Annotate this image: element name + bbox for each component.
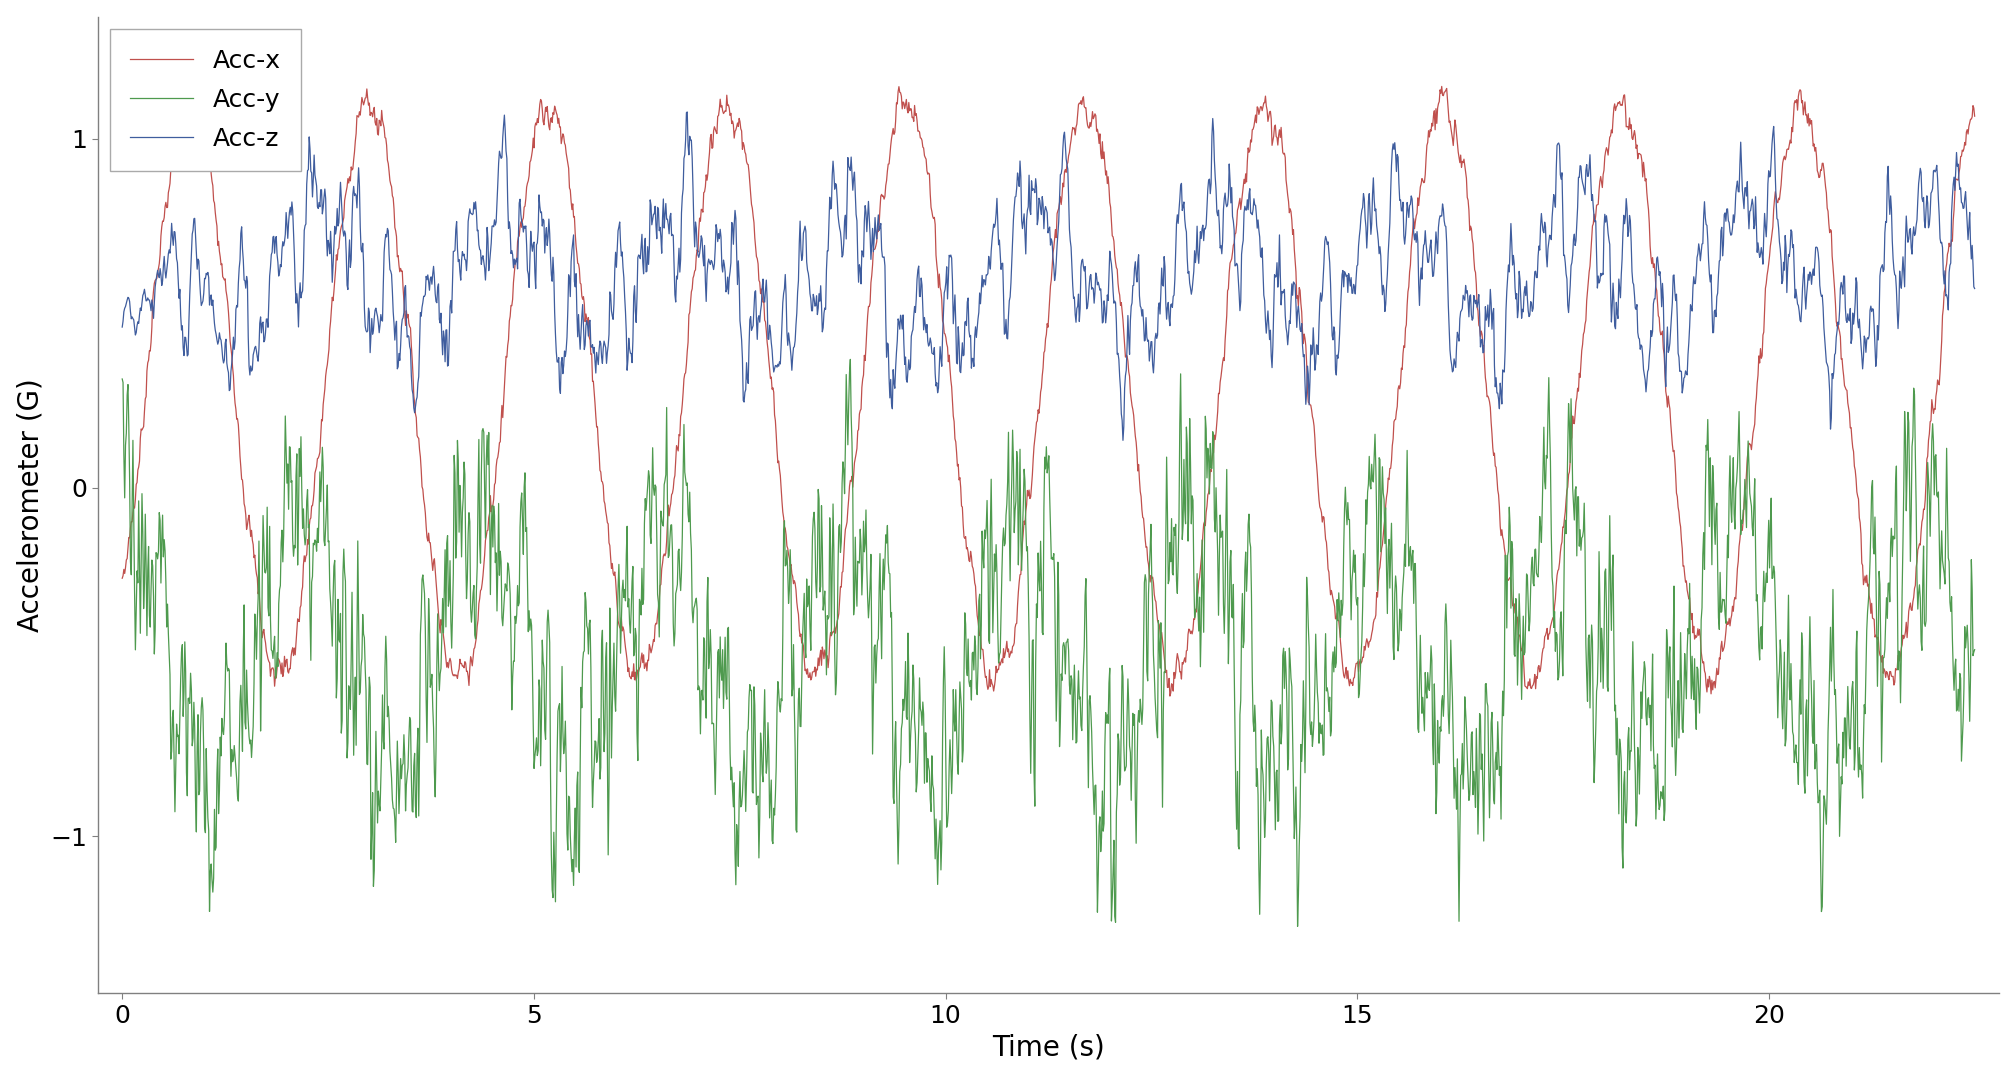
Line: Acc-y: Acc-y	[123, 359, 1974, 926]
Legend: Acc-x, Acc-y, Acc-z: Acc-x, Acc-y, Acc-z	[111, 29, 300, 171]
Acc-y	[1286, 920, 1310, 932]
Acc-y	[839, 353, 863, 365]
Acc-z	[1663, 285, 1687, 298]
Acc-y	[1165, 586, 1189, 599]
Acc-x	[1962, 110, 1986, 123]
Acc-z	[1706, 287, 1730, 300]
Acc-y	[1663, 734, 1687, 747]
Acc-y	[1708, 566, 1732, 579]
X-axis label: Time (s): Time (s)	[992, 1034, 1105, 1062]
Acc-x	[1157, 690, 1181, 703]
Acc-z	[111, 320, 135, 333]
Acc-y	[1962, 644, 1986, 657]
Acc-y	[1012, 462, 1036, 475]
Acc-z	[1111, 433, 1135, 446]
Acc-x	[1663, 453, 1687, 466]
Acc-z	[1165, 217, 1189, 230]
Line: Acc-x: Acc-x	[123, 86, 1974, 696]
Acc-y	[1447, 829, 1472, 842]
Acc-z	[1012, 207, 1036, 220]
Acc-z	[1708, 253, 1732, 266]
Acc-y	[111, 373, 135, 386]
Y-axis label: Accelerometer (G): Accelerometer (G)	[16, 378, 44, 632]
Acc-z	[1447, 313, 1472, 326]
Acc-x	[1447, 156, 1472, 169]
Acc-x	[111, 571, 135, 584]
Acc-x	[1012, 526, 1036, 539]
Acc-z	[675, 106, 700, 119]
Acc-x	[1706, 668, 1730, 681]
Acc-y	[1706, 559, 1730, 572]
Acc-x	[1429, 80, 1454, 93]
Acc-x	[1708, 652, 1732, 665]
Acc-z	[1962, 282, 1986, 295]
Acc-x	[1165, 647, 1189, 660]
Line: Acc-z: Acc-z	[123, 112, 1974, 440]
